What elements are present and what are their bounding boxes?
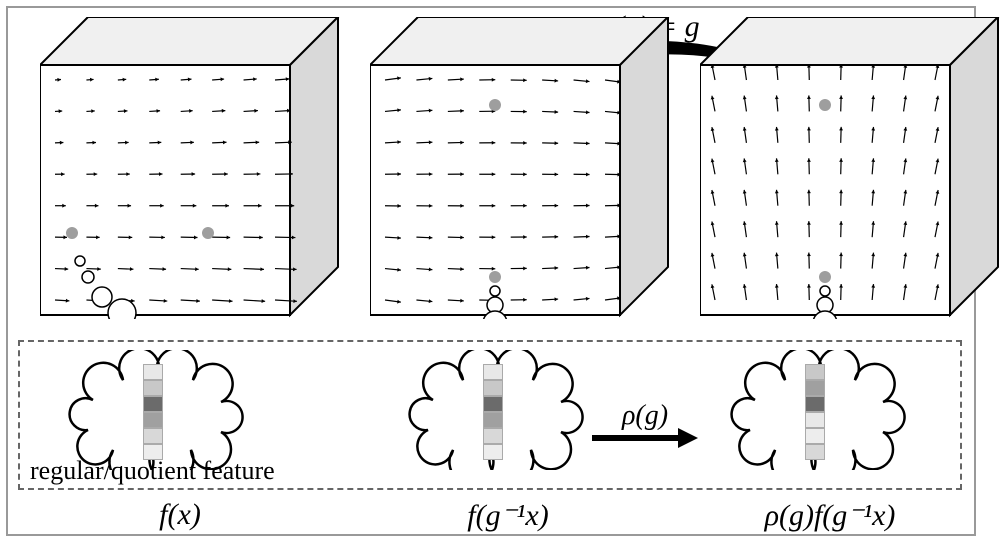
feature-cloud-mid: [398, 350, 598, 470]
figure-canvas: ρ(g) = g ρ(g) regular/quotient feature f…: [0, 0, 1000, 546]
cube-right: [700, 17, 1000, 319]
bottom-label-mid: f(g⁻¹x): [428, 498, 588, 533]
feature-vector: [805, 364, 825, 460]
cube-left: [40, 17, 342, 319]
feature-vector: [143, 364, 163, 460]
cube-mid: [370, 17, 672, 319]
feature-cloud-right: [720, 350, 920, 470]
feature-cloud-left: [58, 350, 258, 470]
rho-arrow-group: ρ(g): [590, 400, 700, 450]
bottom-label-left: f(x): [120, 498, 240, 532]
bottom-label-right: ρ(g)f(g⁻¹x): [720, 498, 940, 533]
feature-vector: [483, 364, 503, 460]
regular-quotient-label: regular/quotient feature: [30, 456, 275, 486]
